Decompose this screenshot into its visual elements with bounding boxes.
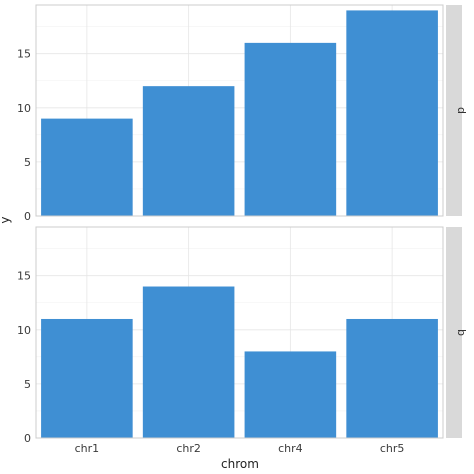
bar-d-chr4	[244, 42, 337, 216]
y-tick-label: 10	[17, 102, 31, 115]
y-axis-title: y	[0, 216, 12, 223]
facet-strip	[446, 227, 462, 438]
bar-b-chr2	[142, 286, 235, 438]
y-tick-label: 10	[17, 324, 31, 337]
x-axis-title: chrom	[221, 457, 259, 471]
panel-d: 0 5 10 15 d	[17, 4, 468, 223]
panel-border	[35, 4, 444, 217]
y-tick-label: 15	[17, 270, 31, 283]
y-tick-label: 0	[24, 210, 31, 223]
y-tick-label: 0	[24, 432, 31, 445]
x-tick-label: chr4	[278, 442, 303, 455]
panel-border	[35, 226, 444, 439]
bar-d-chr1	[41, 118, 133, 216]
bar-b-chr5	[346, 318, 438, 438]
bar-b-chr1	[41, 318, 133, 438]
y-tick-label: 5	[24, 156, 31, 169]
bar-b-chr4	[244, 351, 337, 438]
panel-b: 0 5 10 15 b chr1 chr2 chr4 chr5	[17, 226, 468, 455]
x-tick-label: chr5	[380, 442, 405, 455]
x-tick-label: chr2	[176, 442, 201, 455]
facet-strip	[446, 5, 462, 216]
bar-d-chr2	[142, 86, 235, 217]
bar-d-chr5	[346, 10, 438, 216]
x-tick-label: chr1	[75, 442, 100, 455]
y-tick-label: 5	[24, 378, 31, 391]
facet-strip-label: b	[455, 329, 468, 336]
y-tick-label: 15	[17, 48, 31, 61]
facet-strip-label: d	[455, 107, 468, 114]
